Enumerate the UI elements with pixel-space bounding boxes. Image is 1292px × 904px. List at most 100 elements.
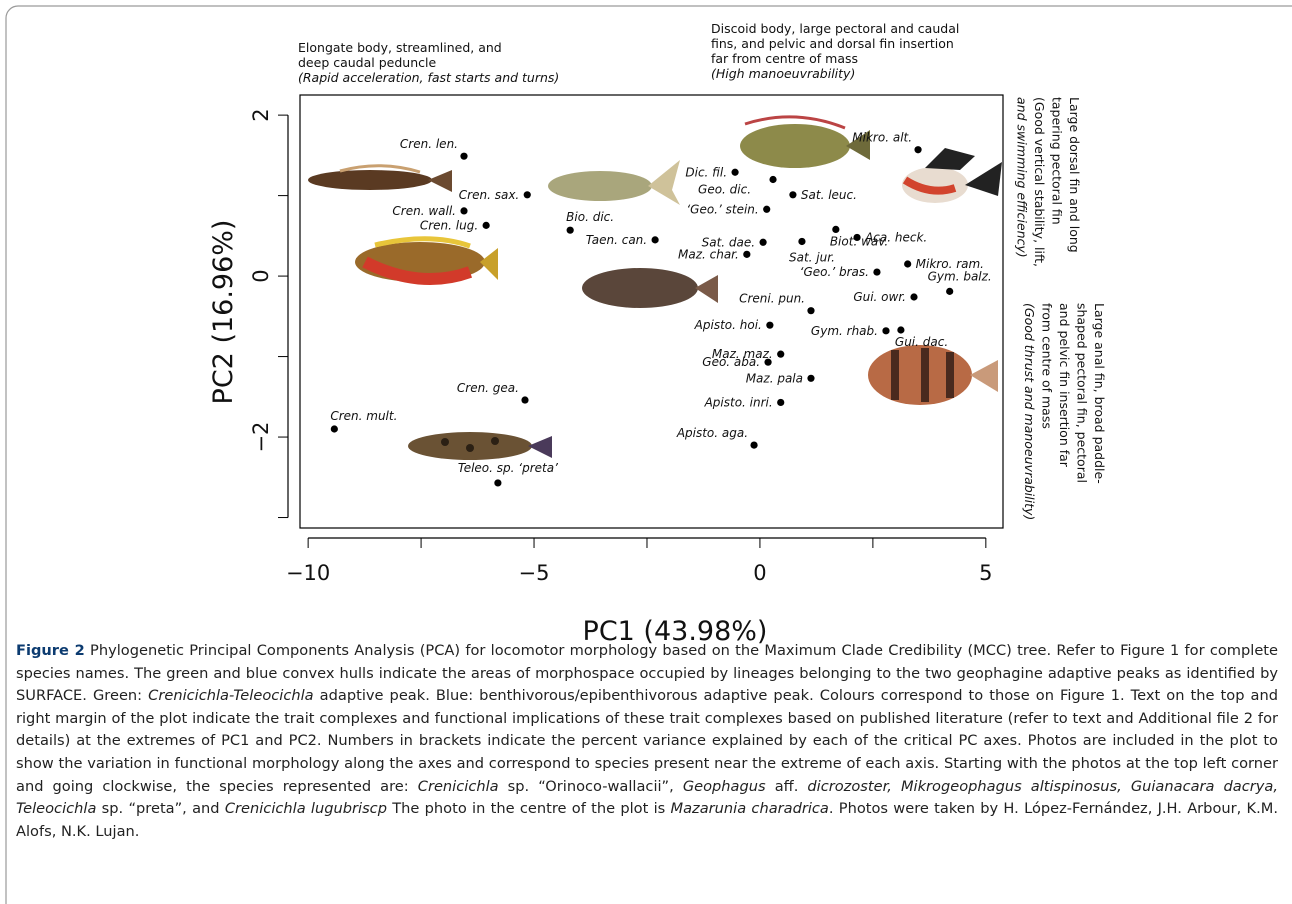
point xyxy=(521,396,528,403)
caption-text: The photo in the centre of the plot is xyxy=(387,800,671,817)
point-label: Taen. can. xyxy=(586,233,647,247)
caption-label: Figure 2 xyxy=(16,642,85,659)
point-label: Geo. dic. xyxy=(698,183,751,197)
annotation: shaped pectoral fin, pectoral xyxy=(1075,303,1090,483)
caption-text: Crenicichla-Teleocichla xyxy=(148,687,313,704)
point xyxy=(743,251,750,258)
annotation: (High manoeuvrability) xyxy=(711,66,855,81)
annotation: (Good vertical stability, lift, xyxy=(1032,97,1047,267)
annotation: Elongate body, streamlined, and xyxy=(298,40,502,55)
point-label: Aca. heck. xyxy=(864,230,927,244)
point-label: Mikro. alt. xyxy=(852,131,912,145)
point xyxy=(766,322,773,329)
point-label: Dic. fil. xyxy=(685,165,727,179)
caption-text: sp. “preta”, and xyxy=(96,800,224,817)
fish-photo xyxy=(308,166,452,192)
point xyxy=(483,222,490,229)
point xyxy=(807,375,814,382)
caption-text: sp. “Orinoco-wallacii”, xyxy=(499,778,683,795)
point xyxy=(763,206,770,213)
point xyxy=(904,260,911,267)
x-tick-label: 5 xyxy=(979,561,992,585)
point-label: Cren. mult. xyxy=(330,409,397,423)
point-label: Geo. aba. xyxy=(702,355,760,369)
point-label: Gym. rhab. xyxy=(811,324,878,338)
caption-text: Crenicichla lugubriscp xyxy=(225,800,387,817)
fish-photo xyxy=(740,117,870,168)
point-label: Cren. len. xyxy=(400,137,458,151)
point xyxy=(764,359,771,366)
point xyxy=(910,293,917,300)
point xyxy=(769,176,776,183)
point xyxy=(873,268,880,275)
caption-text: Crenicichla xyxy=(418,778,499,795)
point-label: ‘Geo.’ bras. xyxy=(800,265,869,279)
point xyxy=(524,191,531,198)
point-label: Apisto. inri. xyxy=(704,395,773,409)
caption: Figure 2 Phylogenetic Principal Componen… xyxy=(16,640,1278,843)
point xyxy=(731,169,738,176)
point xyxy=(789,191,796,198)
point-label: Teleo. sp. ‘preta’ xyxy=(458,461,558,475)
page: {"chart_data": { "type": "scatter", "x_l… xyxy=(0,0,1292,904)
point xyxy=(759,239,766,246)
y-axis-title: PC2 (16.96%) xyxy=(208,220,239,405)
annotation: (Good thrust and manoeuvrability) xyxy=(1022,303,1037,520)
point xyxy=(460,153,467,160)
point-label: Maz. pala xyxy=(746,371,803,385)
point-label: Sat. leuc. xyxy=(801,188,857,202)
point xyxy=(832,226,839,233)
caption-text: aff. xyxy=(766,778,808,795)
point-label: Gui. dac. xyxy=(895,335,948,349)
annotation: Large dorsal fin and long xyxy=(1067,97,1082,253)
point xyxy=(946,288,953,295)
point xyxy=(897,326,904,333)
point xyxy=(853,234,860,241)
y-tick-label: 2 xyxy=(249,108,273,121)
point xyxy=(494,479,501,486)
annotation: Large anal fin, broad paddle- xyxy=(1092,303,1107,484)
point xyxy=(777,351,784,358)
annotation: fins, and pelvic and dorsal fin insertio… xyxy=(711,36,954,51)
point xyxy=(807,307,814,314)
point-label: Apisto. hoi. xyxy=(694,318,762,332)
point-label: Gui. owr. xyxy=(853,290,906,304)
plot-box xyxy=(300,95,1003,528)
x-tick-label: −10 xyxy=(286,561,330,585)
caption-text: Geophagus xyxy=(683,778,766,795)
x-tick-label: 0 xyxy=(753,561,766,585)
fish-photo xyxy=(548,160,680,205)
fish-photo xyxy=(408,432,552,460)
point-label: Cren. wall. xyxy=(392,204,456,218)
annotation: from centre of mass xyxy=(1040,303,1055,429)
point-label: Bio. dic. xyxy=(566,210,614,224)
x-tick-label: −5 xyxy=(519,561,550,585)
point xyxy=(798,238,805,245)
point xyxy=(567,227,574,234)
point xyxy=(882,327,889,334)
point-label: Cren. gea. xyxy=(457,381,519,395)
point xyxy=(652,236,659,243)
annotation: tapering pectoral fin xyxy=(1050,97,1065,225)
caption-text: Mazarunia charadrica xyxy=(671,800,829,817)
y-tick-label: −2 xyxy=(249,422,273,453)
point xyxy=(777,399,784,406)
annotation: Discoid body, large pectoral and caudal xyxy=(711,21,959,36)
annotation: (Rapid acceleration, fast starts and tur… xyxy=(298,70,559,85)
point-label: Apisto. aga. xyxy=(676,426,748,440)
annotation: and pelvic fin insertion far xyxy=(1057,303,1072,468)
point-label: Creni. pun. xyxy=(739,292,805,306)
point-label: Gym. balz. xyxy=(928,269,992,283)
annotation: deep caudal peduncle xyxy=(298,55,436,70)
point xyxy=(331,425,338,432)
point-label: Cren. lug. xyxy=(420,218,478,232)
y-tick-label: 0 xyxy=(249,269,273,282)
point-label: Sat. jur. xyxy=(789,250,835,264)
point-label: Maz. char. xyxy=(678,247,739,261)
point-label: Cren. sax. xyxy=(459,188,519,202)
point-label: ‘Geo.’ stein. xyxy=(686,202,758,216)
fish-photo xyxy=(582,268,718,308)
fish-photo xyxy=(355,239,498,282)
point xyxy=(460,207,467,214)
point xyxy=(750,442,757,449)
